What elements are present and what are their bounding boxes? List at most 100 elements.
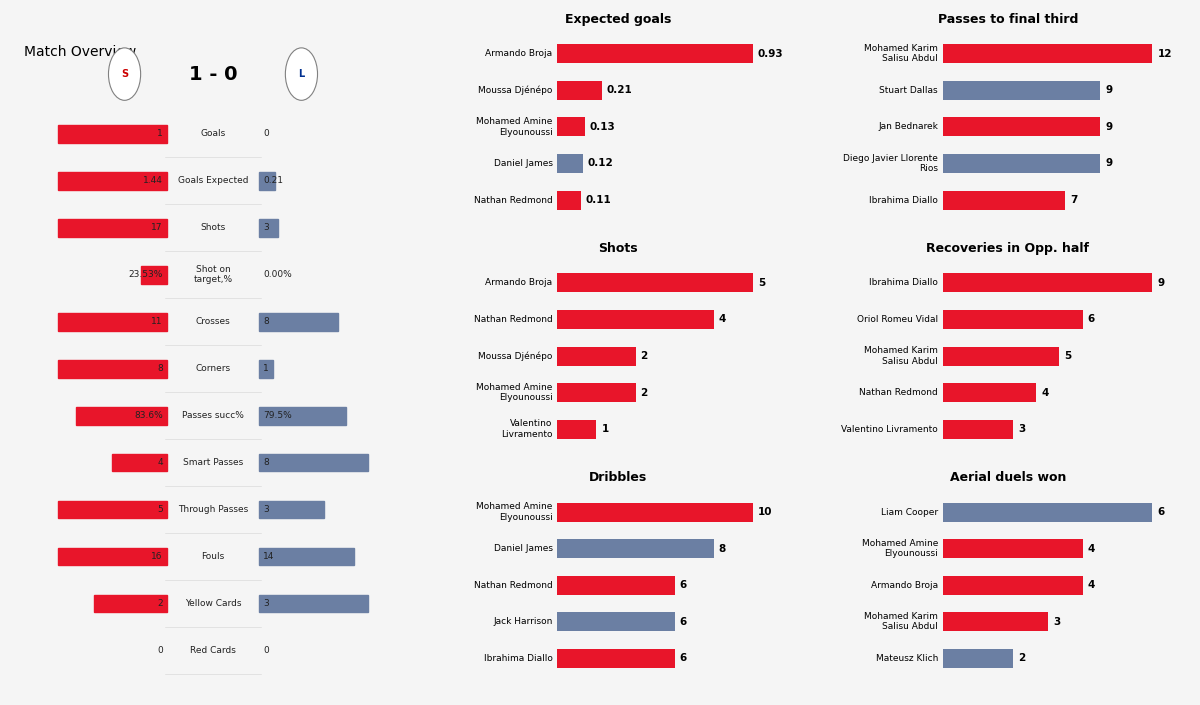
Bar: [59, 313, 167, 331]
Text: 8: 8: [263, 317, 269, 326]
Text: 0: 0: [263, 646, 269, 655]
Text: Nathan Redmond: Nathan Redmond: [474, 315, 552, 324]
Text: 8: 8: [157, 364, 163, 373]
Text: 3: 3: [1052, 617, 1060, 627]
Text: Mateusz Klich: Mateusz Klich: [876, 654, 938, 663]
Bar: [943, 383, 1036, 402]
Text: 1.44: 1.44: [143, 176, 163, 185]
Text: 5: 5: [757, 278, 766, 288]
Bar: [259, 219, 278, 237]
Text: Corners: Corners: [196, 364, 230, 373]
Text: Nathan Redmond: Nathan Redmond: [474, 581, 552, 589]
Text: 1: 1: [263, 364, 269, 373]
Text: Mohamed Amine
Elyounoussi: Mohamed Amine Elyounoussi: [862, 539, 938, 558]
Text: 1: 1: [601, 424, 608, 434]
Text: 0.21: 0.21: [606, 85, 632, 95]
Bar: [95, 594, 167, 613]
Text: Daniel James: Daniel James: [493, 544, 552, 553]
Text: 3: 3: [263, 505, 269, 514]
Bar: [259, 501, 324, 518]
Bar: [557, 576, 674, 594]
Bar: [943, 539, 1082, 558]
Text: 0.12: 0.12: [588, 159, 613, 168]
Bar: [557, 383, 636, 402]
Text: 5: 5: [157, 505, 163, 514]
Bar: [943, 310, 1082, 329]
Bar: [557, 503, 752, 522]
Text: Through Passes: Through Passes: [178, 505, 248, 514]
Text: 9: 9: [1105, 159, 1112, 168]
Text: 23.53%: 23.53%: [128, 270, 163, 279]
Bar: [557, 44, 752, 63]
Text: Mohamed Amine
Elyounoussi: Mohamed Amine Elyounoussi: [476, 383, 552, 403]
Bar: [113, 453, 167, 472]
Bar: [557, 612, 674, 631]
Text: 3: 3: [263, 599, 269, 608]
Text: Yellow Cards: Yellow Cards: [185, 599, 241, 608]
Text: Moussa Djénépo: Moussa Djénépo: [478, 351, 552, 361]
Text: 9: 9: [1105, 85, 1112, 95]
Text: Valentino Livramento: Valentino Livramento: [841, 424, 938, 434]
Text: Passes succ%: Passes succ%: [182, 411, 244, 420]
Bar: [557, 154, 583, 173]
Text: 79.5%: 79.5%: [263, 411, 292, 420]
Text: Jan Bednarek: Jan Bednarek: [878, 123, 938, 131]
Text: Mohamed Karim
Salisu Abdul: Mohamed Karim Salisu Abdul: [864, 346, 938, 366]
Text: Nathan Redmond: Nathan Redmond: [859, 388, 938, 397]
Title: Passes to final third: Passes to final third: [938, 13, 1078, 25]
Text: Ibrahima Diallo: Ibrahima Diallo: [869, 195, 938, 204]
Bar: [59, 548, 167, 565]
Bar: [59, 172, 167, 190]
Bar: [142, 266, 167, 283]
Text: 6: 6: [1158, 507, 1165, 517]
Bar: [259, 360, 272, 377]
Bar: [943, 118, 1100, 136]
Text: Armando Broja: Armando Broja: [485, 278, 552, 288]
Bar: [943, 81, 1100, 100]
Text: 0: 0: [263, 129, 269, 138]
Text: 6: 6: [679, 617, 686, 627]
Bar: [943, 44, 1152, 63]
Text: Crosses: Crosses: [196, 317, 230, 326]
Text: 2: 2: [1018, 654, 1025, 663]
Text: 6: 6: [679, 654, 686, 663]
Bar: [259, 548, 354, 565]
Text: 6: 6: [1087, 314, 1096, 324]
Text: 9: 9: [1105, 122, 1112, 132]
Circle shape: [286, 48, 318, 100]
Bar: [76, 407, 167, 424]
Text: Jack Harrison: Jack Harrison: [493, 617, 552, 626]
Text: Red Cards: Red Cards: [190, 646, 236, 655]
Text: 7: 7: [1070, 195, 1078, 205]
Bar: [943, 347, 1060, 365]
Text: Mohamed Karim
Salisu Abdul: Mohamed Karim Salisu Abdul: [864, 44, 938, 63]
Bar: [259, 594, 367, 613]
Bar: [557, 649, 674, 668]
Circle shape: [108, 48, 140, 100]
Text: S: S: [121, 69, 128, 79]
Text: 3: 3: [263, 223, 269, 232]
Text: Shot on
target,%: Shot on target,%: [193, 265, 233, 284]
Bar: [943, 503, 1152, 522]
Bar: [943, 274, 1152, 293]
Text: Nathan Redmond: Nathan Redmond: [474, 195, 552, 204]
Bar: [557, 347, 636, 365]
Bar: [557, 118, 584, 136]
Bar: [259, 407, 346, 424]
Text: 0.21: 0.21: [263, 176, 283, 185]
Text: 9: 9: [1158, 278, 1164, 288]
Bar: [557, 274, 752, 293]
Text: Goals Expected: Goals Expected: [178, 176, 248, 185]
Bar: [59, 125, 167, 142]
Text: Daniel James: Daniel James: [493, 159, 552, 168]
Bar: [943, 612, 1048, 631]
Bar: [943, 649, 1013, 668]
Text: Stuart Dallas: Stuart Dallas: [880, 86, 938, 95]
Text: 2: 2: [641, 388, 648, 398]
Bar: [557, 539, 714, 558]
Text: 83.6%: 83.6%: [134, 411, 163, 420]
Bar: [943, 419, 1013, 439]
Text: 4: 4: [1087, 544, 1096, 553]
Title: Dribbles: Dribbles: [589, 471, 647, 484]
Title: Aerial duels won: Aerial duels won: [950, 471, 1066, 484]
